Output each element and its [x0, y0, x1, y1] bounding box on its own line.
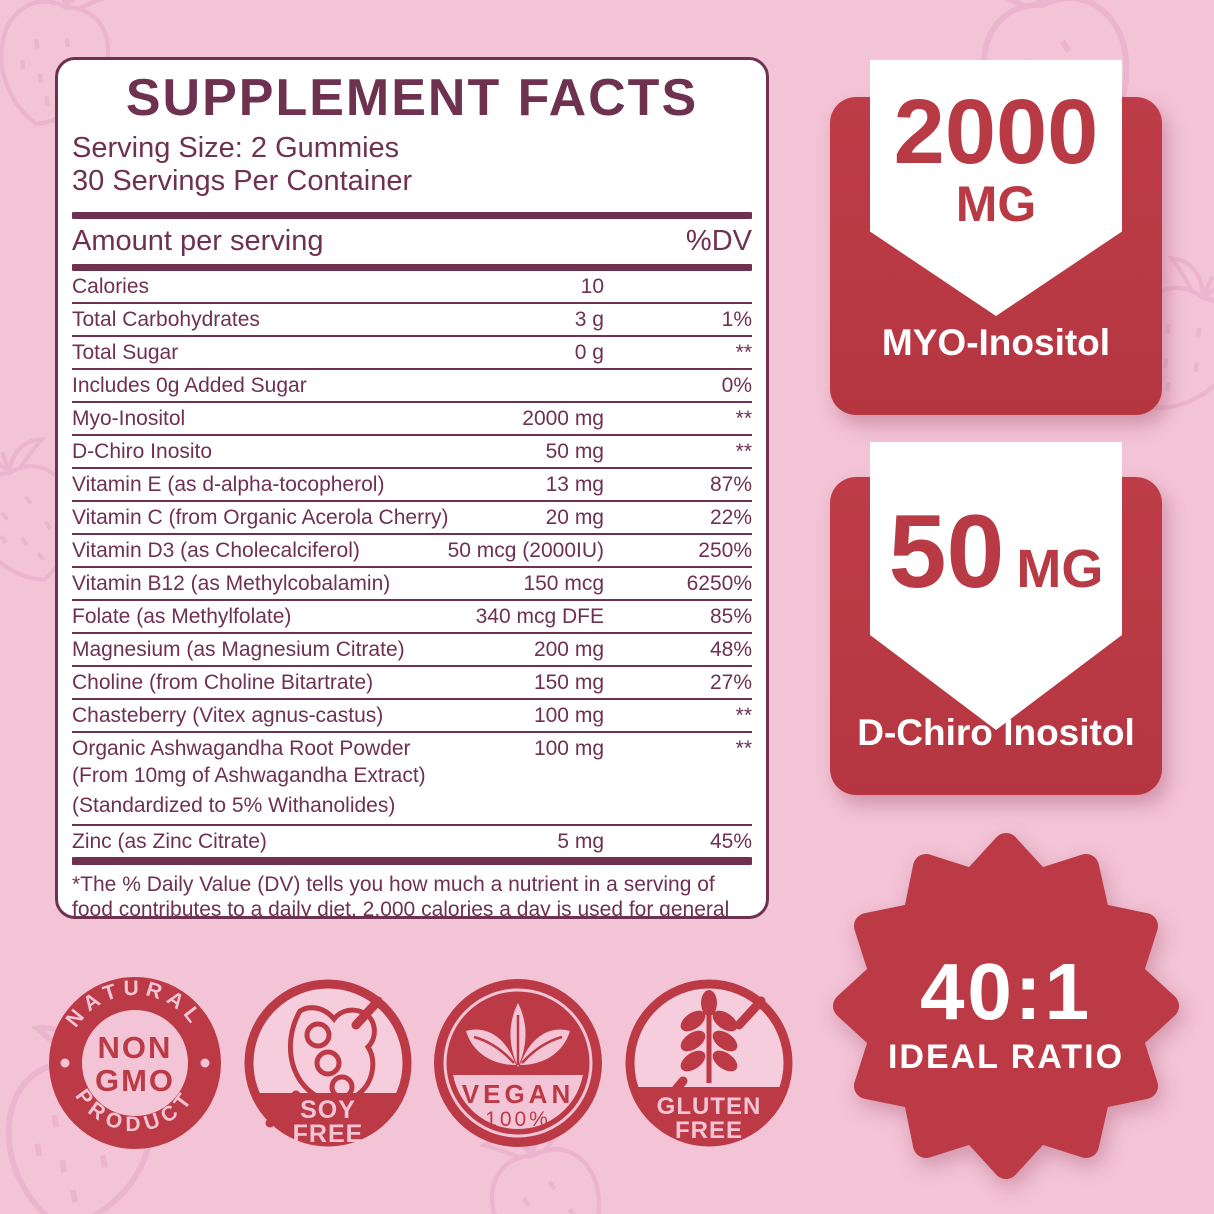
soybean-pod-icon — [287, 1005, 377, 1104]
table-row: Total Carbohydrates 3 g 1% — [72, 304, 752, 337]
table-row: Calories 10 — [72, 271, 752, 304]
divider-thick — [72, 212, 752, 219]
table-row: Vitamin B12 (as Methylcobalamin) 150 mcg 6… — [72, 568, 752, 601]
amount-per-serving-header: Amount per serving — [72, 225, 324, 257]
serving-size: Serving Size: 2 Gummies — [72, 132, 400, 164]
soy-free-seal: SOY FREE — [244, 979, 412, 1148]
table-row: Myo-Inositol 2000 mg ** — [72, 403, 752, 436]
non-gmo-seal: NATURAL PRODUCT NON GMO — [49, 977, 221, 1149]
table-subrow: (Standardized to 5% Withanolides) — [72, 794, 752, 826]
table-row: Includes 0g Added Sugar 0% — [72, 370, 752, 403]
table-row: Total Sugar 0 g ** — [72, 337, 752, 370]
table-row: Zinc (as Zinc Citrate) 5 mg 45% — [72, 829, 752, 853]
table-header: Amount per serving %DV — [72, 219, 752, 264]
vegan-line1: VEGAN — [462, 1079, 574, 1109]
myo-inositol-label: MYO-Inositol — [881, 322, 1111, 363]
table-row: Vitamin E (as d-alpha-tocopherol) 13 mg 87… — [72, 469, 752, 502]
ratio-starburst — [816, 816, 1196, 1196]
nutrition-table: Calories 10 Total Carbohydrates 3 g 1% Tota… — [72, 271, 752, 857]
non-gmo-center-line1: NON — [98, 1030, 173, 1065]
ratio-label: IDEAL RATIO — [887, 1038, 1125, 1076]
dv-header: %DV — [685, 225, 752, 257]
servings-per-container: 30 Servings Per Container — [72, 165, 413, 197]
vegan-seal: VEGAN 100% — [434, 979, 602, 1147]
divider-thick — [72, 857, 752, 865]
dchiro-amount-unit: MG — [1016, 539, 1104, 599]
sprout-leaves-icon — [466, 1003, 570, 1067]
table-row: Organic Ashwagandha Root Powder 100 mg ** — [72, 736, 752, 760]
gluten-free-line1: GLUTEN — [657, 1093, 762, 1120]
table-row: Vitamin D3 (as Cholecalciferol) 50 mcg (2… — [72, 535, 752, 568]
dchiro-amount-value: 50 — [888, 494, 1005, 610]
soy-free-line2: FREE — [293, 1120, 364, 1148]
gluten-free-seal: GLUTEN FREE — [625, 979, 793, 1147]
ring-dot-icon — [200, 1058, 210, 1068]
vegan-line2: 100% — [485, 1108, 551, 1131]
table-row: Choline (from Choline Bitartrate) 150 mg 2… — [72, 667, 752, 700]
myo-amount-value: 2000 — [893, 81, 1099, 183]
panel-title: SUPPLEMENT FACTS — [125, 69, 699, 127]
wheat-spike-icon — [680, 990, 738, 1083]
ring-dot-icon — [60, 1058, 70, 1068]
soy-free-line1: SOY — [300, 1096, 356, 1124]
table-row: D-Chiro Inosito 50 mg ** — [72, 436, 752, 469]
table-row: Folate (as Methylfolate) 340 mcg DFE 85% — [72, 601, 752, 634]
table-subrow: (From 10mg of Ashwagandha Extract) — [72, 764, 426, 787]
myo-amount-unit: MG — [955, 176, 1037, 232]
dchiro-inositol-label: D-Chiro Inositol — [857, 712, 1135, 753]
dv-footnote: *The % Daily Value (DV) tells you how mu… — [72, 873, 730, 919]
non-gmo-center-line2: GMO — [95, 1063, 175, 1098]
table-row: Magnesium (as Magnesium Citrate) 200 mg 48… — [72, 634, 752, 667]
supplement-facts-panel: SUPPLEMENT FACTS Serving Size: 2 Gummies… — [55, 57, 769, 919]
divider-thick — [72, 264, 752, 271]
table-row: Chasteberry (Vitex agnus-castus) 100 mg ** — [72, 700, 752, 733]
ratio-value: 40:1 — [919, 947, 1093, 1036]
table-row: Vitamin C (from Organic Acerola Cherry) 2… — [72, 502, 752, 535]
starburst-seal-icon — [833, 833, 1179, 1179]
gluten-free-line2: FREE — [675, 1117, 743, 1144]
